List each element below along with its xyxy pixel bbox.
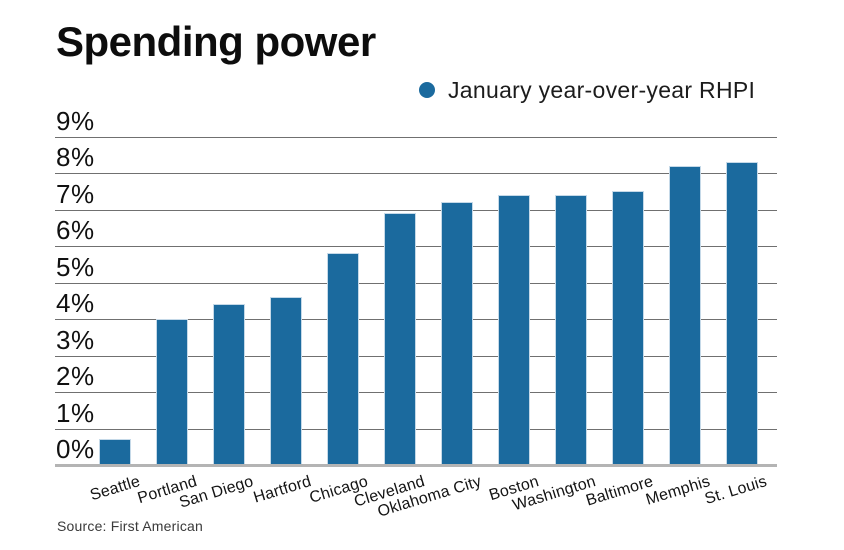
bar (99, 439, 131, 464)
bar (384, 213, 416, 464)
gridline (55, 136, 777, 138)
y-axis-tick-label: 9% (56, 105, 95, 136)
y-axis-tick-label: 5% (56, 251, 95, 282)
x-axis-tick-label: Seattle (88, 473, 142, 505)
gridline (55, 282, 777, 284)
gridline (55, 319, 777, 320)
y-axis-tick-label: 8% (56, 142, 95, 172)
y-axis-tick-label: 3% (56, 324, 95, 355)
legend-label: January year-over-year RHPI (448, 76, 756, 103)
bar (555, 194, 587, 464)
y-axis-tick-label: 2% (56, 361, 95, 391)
bar (726, 162, 758, 464)
legend: January year-over-year RHPI (419, 76, 755, 104)
y-axis-tick-label: 0% (56, 434, 95, 464)
gridline (55, 246, 777, 247)
x-axis-tick-label: St. Louis (702, 473, 769, 508)
y-axis-tick-label: 4% (56, 288, 95, 318)
bar (669, 165, 701, 464)
gridline (55, 392, 777, 393)
y-axis-tick-label: 1% (56, 397, 95, 428)
bar (327, 253, 359, 464)
x-axis-tick-label: Hartford (251, 473, 313, 507)
gridline (55, 173, 777, 174)
gridline (55, 209, 777, 211)
bar (498, 194, 530, 464)
bar (441, 202, 473, 464)
bar (270, 297, 302, 464)
y-axis-tick-label: 7% (56, 178, 95, 209)
bar (213, 304, 245, 464)
y-axis-tick-label: 6% (56, 215, 95, 245)
bar (156, 319, 188, 464)
chart-title: Spending power (56, 18, 376, 65)
x-axis-baseline (55, 464, 777, 467)
bar (612, 191, 644, 464)
gridline (55, 428, 777, 430)
source-note: Source: First American (57, 518, 203, 534)
legend-dot-icon (419, 82, 435, 98)
gridline (55, 355, 777, 357)
